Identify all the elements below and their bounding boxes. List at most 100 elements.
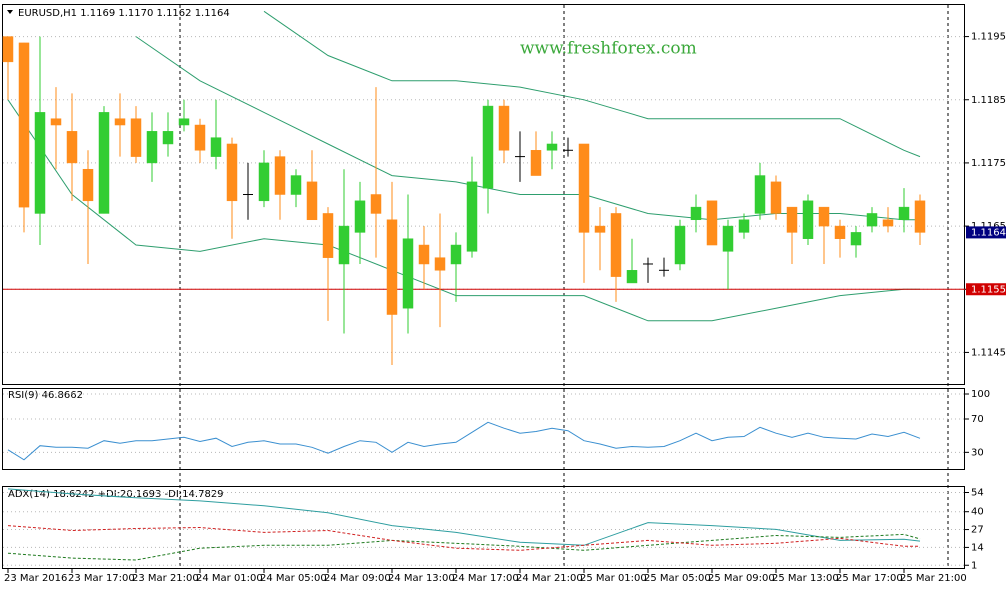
candle-body bbox=[546, 143, 558, 151]
rsi-title: RSI(9) 46.8662 bbox=[8, 390, 83, 401]
candle-body bbox=[194, 124, 206, 151]
candle-body bbox=[402, 238, 414, 309]
current-price-label: 1.1164 bbox=[971, 227, 1006, 238]
x-tick-label: 25 Mar 09:00 bbox=[708, 573, 775, 584]
x-tick-label: 23 Mar 21:00 bbox=[132, 573, 199, 584]
y-tick-label: 14 bbox=[971, 542, 984, 553]
candle-body bbox=[450, 244, 462, 265]
main-panel-frame bbox=[2, 4, 965, 385]
current-price-box bbox=[966, 226, 1006, 239]
y-tick-label: 1.1195 bbox=[971, 32, 1006, 43]
candle-body bbox=[130, 118, 142, 157]
menu-arrow bbox=[7, 10, 13, 14]
x-tick-label: 25 Mar 21:00 bbox=[900, 573, 967, 584]
x-tick-label: 23 Mar 2016 bbox=[4, 573, 67, 584]
candle-body bbox=[914, 200, 926, 233]
price-line-box bbox=[966, 283, 1006, 296]
y-tick-label: 1 bbox=[971, 560, 977, 571]
candle-body bbox=[98, 112, 110, 214]
candle-body bbox=[802, 200, 814, 239]
candle-body bbox=[290, 175, 302, 195]
candle-body bbox=[834, 225, 846, 239]
candle-body bbox=[18, 42, 30, 208]
candle-body bbox=[2, 36, 14, 63]
candle-body bbox=[34, 112, 46, 214]
candle-body bbox=[210, 137, 222, 157]
candle-body bbox=[146, 131, 158, 164]
x-tick-label: 25 Mar 01:00 bbox=[580, 573, 647, 584]
candle-body bbox=[386, 219, 398, 315]
x-tick-label: 24 Mar 21:00 bbox=[516, 573, 583, 584]
x-tick-label: 24 Mar 09:00 bbox=[324, 573, 391, 584]
candle-body bbox=[306, 181, 318, 221]
band-upper bbox=[263, 10, 921, 158]
candle-body bbox=[258, 162, 270, 202]
candle-body bbox=[578, 143, 590, 233]
chart-header: EURUSD,H1 1.1169 1.1170 1.1162 1.1164 bbox=[18, 8, 230, 19]
candle-body bbox=[498, 105, 510, 151]
candle-body bbox=[434, 257, 446, 271]
candle-body bbox=[114, 118, 126, 126]
indicator-line bbox=[7, 525, 920, 551]
candle-body bbox=[322, 213, 334, 258]
candle-body bbox=[82, 168, 94, 202]
x-tick-label: 25 Mar 05:00 bbox=[644, 573, 711, 584]
candle-body bbox=[754, 175, 766, 214]
adx-title: ADX(14) 18.6242 +DI:20.1693 -DI:14.7829 bbox=[8, 489, 224, 500]
price-line-label: 1.1155 bbox=[971, 284, 1006, 295]
y-tick-label: 40 bbox=[971, 507, 984, 518]
candle-body bbox=[226, 143, 238, 202]
candle-body bbox=[722, 225, 734, 252]
candle-body bbox=[818, 206, 830, 227]
candle-body bbox=[354, 200, 366, 233]
x-tick-label: 24 Mar 17:00 bbox=[452, 573, 519, 584]
indicator-line bbox=[7, 533, 921, 561]
candle-body bbox=[786, 206, 798, 233]
candle-body bbox=[338, 225, 350, 265]
candle-body bbox=[178, 118, 190, 126]
candle-body bbox=[418, 244, 430, 265]
adx-panel-frame bbox=[2, 486, 965, 569]
candle-body bbox=[274, 156, 286, 195]
x-tick-label: 24 Mar 01:00 bbox=[196, 573, 263, 584]
candle-body bbox=[66, 131, 78, 164]
y-tick-label: 1.1185 bbox=[971, 95, 1006, 106]
y-tick-label: 1.1175 bbox=[971, 158, 1006, 169]
candle-body bbox=[482, 105, 494, 189]
y-tick-label: 1.1145 bbox=[971, 347, 1006, 358]
candle-body bbox=[50, 118, 62, 126]
rsi-panel-frame bbox=[2, 388, 965, 470]
band-middle bbox=[135, 36, 920, 221]
candle-body bbox=[898, 206, 910, 221]
candle-body bbox=[162, 131, 174, 145]
candle-body bbox=[594, 225, 606, 233]
y-tick-label: 27 bbox=[971, 525, 984, 536]
y-tick-label: 54 bbox=[971, 487, 984, 498]
candle-body bbox=[738, 219, 750, 233]
watermark: www.freshforex.com bbox=[520, 39, 697, 59]
candle-body bbox=[674, 225, 686, 265]
x-tick-label: 24 Mar 05:00 bbox=[260, 573, 327, 584]
candle-body bbox=[882, 219, 894, 227]
candle-body bbox=[626, 270, 638, 284]
candle-body bbox=[610, 213, 622, 277]
candle-body bbox=[370, 194, 382, 214]
candle-body bbox=[770, 181, 782, 214]
indicator-line bbox=[7, 421, 921, 461]
y-tick-label: 70 bbox=[971, 414, 984, 425]
candle-body bbox=[690, 206, 702, 221]
candle-body bbox=[866, 213, 878, 227]
indicator-line bbox=[7, 488, 921, 546]
x-tick-label: 23 Mar 17:00 bbox=[68, 573, 135, 584]
candle-body bbox=[530, 150, 542, 176]
band-lower bbox=[7, 99, 920, 322]
x-tick-label: 24 Mar 13:00 bbox=[388, 573, 455, 584]
candle-body bbox=[466, 181, 478, 252]
x-tick-label: 25 Mar 13:00 bbox=[772, 573, 839, 584]
candle-body bbox=[706, 200, 718, 246]
y-tick-label: 100 bbox=[971, 389, 990, 400]
y-tick-label: 30 bbox=[971, 447, 984, 458]
candle-body bbox=[850, 232, 862, 246]
